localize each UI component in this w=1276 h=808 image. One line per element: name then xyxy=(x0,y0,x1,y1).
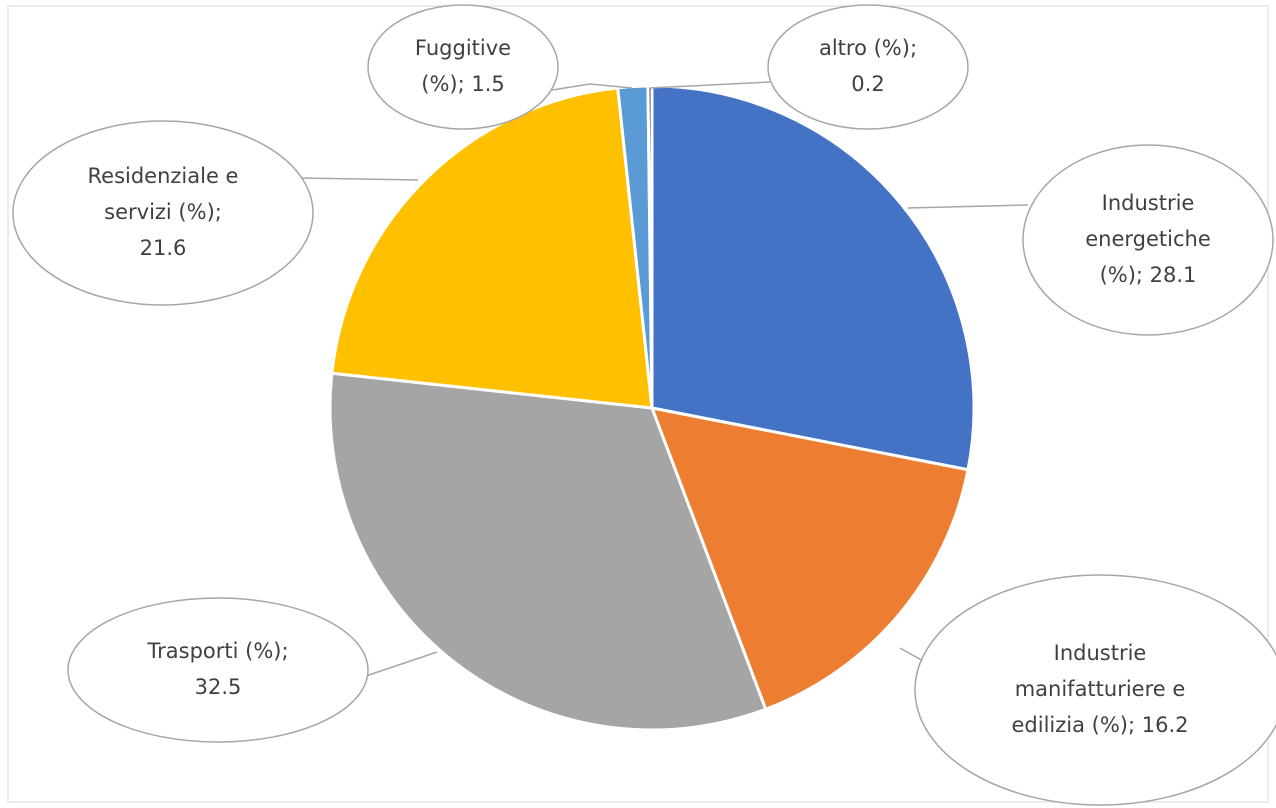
callout-bubble xyxy=(67,597,369,743)
data-label: manifatturiere e xyxy=(1015,677,1186,701)
data-label: Industrie xyxy=(1102,191,1195,215)
pie-slice xyxy=(330,86,654,410)
pie-slice xyxy=(649,406,970,712)
data-label: servizi (%); xyxy=(104,200,222,224)
leader-line xyxy=(907,204,1029,209)
data-label: Residenziale e xyxy=(88,164,239,188)
data-label: altro (%); xyxy=(819,36,917,60)
leader-line xyxy=(551,83,633,91)
callout-bubble xyxy=(914,574,1276,806)
data-label: energetiche xyxy=(1085,227,1211,251)
callout-bubble xyxy=(367,4,559,130)
callout-bubble xyxy=(12,120,314,306)
pie-slice xyxy=(328,371,768,732)
data-label: Fuggitive xyxy=(415,36,511,60)
data-label: 0.2 xyxy=(851,72,884,96)
leader-line xyxy=(365,651,438,677)
data-label: 32.5 xyxy=(195,675,242,699)
leader-line xyxy=(649,81,771,89)
data-label: Industrie xyxy=(1054,641,1147,665)
data-label: (%); 28.1 xyxy=(1100,263,1197,287)
data-label: Trasporti (%); xyxy=(146,639,288,663)
data-label: 21.6 xyxy=(140,236,187,260)
pie-slice xyxy=(646,84,654,409)
callout-bubble xyxy=(767,4,969,130)
callout-bubble xyxy=(1022,144,1274,336)
pie-slice xyxy=(650,84,976,472)
data-label: edilizia (%); 16.2 xyxy=(1011,713,1188,737)
data-label: (%); 1.5 xyxy=(421,72,505,96)
